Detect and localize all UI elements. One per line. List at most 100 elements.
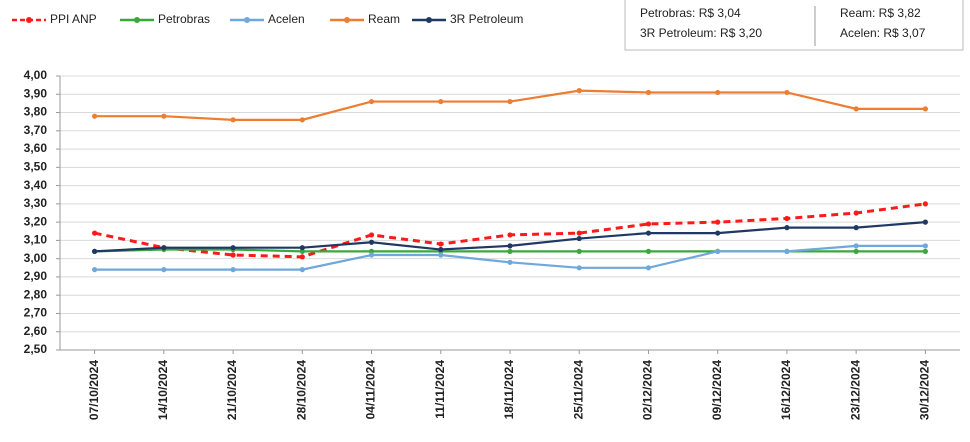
point [368,239,375,245]
point [853,106,859,112]
annotation: Acelen: R$ 3,07 [840,26,926,40]
x-tick-label: 25/11/2024 [571,360,585,420]
info-box [624,0,964,51]
point [784,225,790,231]
x-tick-label: 14/10/2024 [156,360,170,420]
y-tick-label: 3,00 [24,251,48,265]
point [922,201,928,207]
point [299,254,305,260]
point [784,215,790,222]
point [230,252,236,258]
legend-marker [344,17,350,23]
y-tick-label: 2,70 [24,306,48,320]
point [92,248,98,254]
point [853,243,859,249]
point [784,248,790,254]
x-tick-label: 21/10/2024 [225,360,239,420]
x-tick-label: 07/10/2024 [87,360,101,420]
point [507,248,513,254]
y-tick-label: 3,40 [24,178,48,192]
point [299,267,305,273]
point [299,245,305,251]
point [853,248,859,254]
point [922,219,928,225]
y-tick-label: 2,90 [24,269,48,283]
legend-label: Acelen [268,12,305,26]
point [645,265,652,271]
y-tick-label: 2,80 [24,287,48,301]
point [161,245,167,251]
x-tick-label: 18/11/2024 [502,360,516,420]
annotation: Petrobras: R$ 3,04 [640,6,741,20]
legend-label: Ream [368,12,400,26]
point [161,267,167,273]
annotation: Ream: R$ 3,82 [840,6,921,20]
point [368,98,375,105]
point [715,230,721,236]
y-tick-label: 3,70 [24,123,48,137]
y-tick-label: 3,20 [24,214,48,228]
point [368,232,375,238]
annotation: 3R Petroleum: R$ 3,20 [640,26,762,40]
point [922,243,928,249]
point [645,89,652,96]
point [438,98,444,105]
x-tick-label: 02/12/2024 [641,360,655,420]
point [230,267,236,273]
point [230,245,236,251]
point [92,230,98,236]
legend-marker [244,17,250,23]
point [922,248,928,254]
legend-label: PPI ANP [50,12,97,26]
point [576,235,582,242]
point [922,106,928,112]
point [645,230,652,236]
point [368,248,375,254]
x-tick-label: 28/10/2024 [294,360,308,420]
legend-label: 3R Petroleum [450,12,523,26]
point [576,88,582,94]
x-tick-label: 23/12/2024 [848,360,862,420]
legend-marker [426,17,432,23]
point [507,243,513,249]
x-tick-label: 09/12/2024 [710,360,724,420]
point [576,248,582,254]
point [507,259,513,265]
point [507,232,513,238]
legend-marker [26,17,32,23]
y-tick-label: 2,50 [24,342,48,356]
point [438,246,444,253]
point [576,230,582,236]
point [299,248,305,254]
point [92,113,98,119]
point [715,248,721,254]
point [438,252,444,258]
y-tick-label: 3,10 [24,233,48,247]
point [368,252,375,258]
point [715,219,721,225]
y-tick-label: 3,80 [24,105,48,119]
x-tick-label: 30/12/2024 [918,360,932,420]
x-tick-label: 16/12/2024 [779,360,793,420]
point [784,89,790,96]
point [853,210,859,216]
point [507,98,513,105]
point [715,89,721,96]
point [645,248,652,254]
point [576,265,582,271]
point [645,221,652,227]
x-tick-label: 11/11/2024 [433,360,447,419]
y-tick-label: 4,00 [24,68,48,82]
y-tick-label: 2,60 [24,324,48,338]
y-tick-label: 3,50 [24,160,48,174]
point [438,241,444,247]
point [853,225,859,231]
point [92,267,98,273]
point [161,113,167,119]
legend-marker [134,17,140,23]
x-tick-label: 04/11/2024 [364,360,378,420]
point [230,117,236,123]
point [299,117,305,123]
